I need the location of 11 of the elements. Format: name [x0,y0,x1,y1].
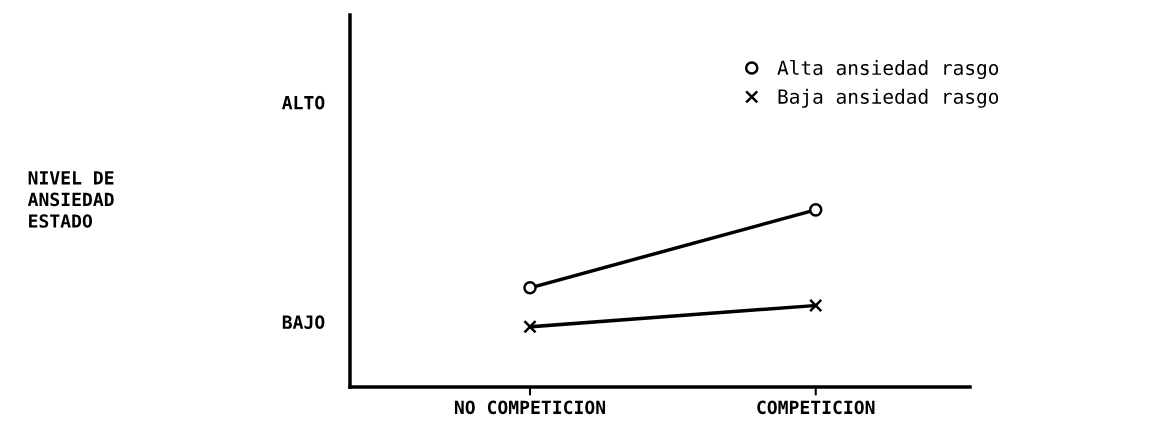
point [808,298,823,313]
point [808,203,823,217]
text: NIVEL DE ANSIEDAD ESTADO [27,171,114,228]
text: ALTO [282,95,325,110]
x-tick-label: NO COMPETICION [454,400,606,415]
point [523,280,537,295]
legend-label: Baja ansiedad rasgo [778,88,999,108]
legend-label: Alta ansiedad rasgo [777,59,999,80]
x-tick-label: COMPETICION [757,400,875,415]
text: BAJO [282,315,325,329]
point [523,319,537,334]
